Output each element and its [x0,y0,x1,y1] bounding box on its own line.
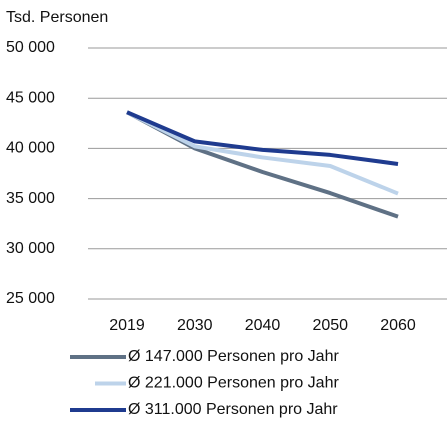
x-tick-label: 2040 [245,317,281,334]
x-tick-label: 2050 [312,317,348,334]
y-tick-label: 45 000 [6,89,55,106]
series-line [126,110,399,166]
y-axis-label: Tsd. Personen [6,9,108,26]
y-tick-label: 30 000 [6,240,55,257]
y-tick-label: 40 000 [6,140,55,157]
legend-label: Ø 311.000 Personen pro Jahr [128,401,338,418]
x-tick-label: 2019 [109,317,145,334]
y-tick-label: 25 000 [6,290,55,307]
y-tick-label: 50 000 [6,39,55,56]
y-tick-label: 35 000 [6,190,55,207]
legend-label: Ø 147.000 Personen pro Jahr [128,348,339,365]
legend-label: Ø 221.000 Personen pro Jahr [128,375,339,392]
series-line [126,110,399,196]
x-tick-label: 2060 [380,317,416,334]
x-tick-label: 2030 [177,317,213,334]
